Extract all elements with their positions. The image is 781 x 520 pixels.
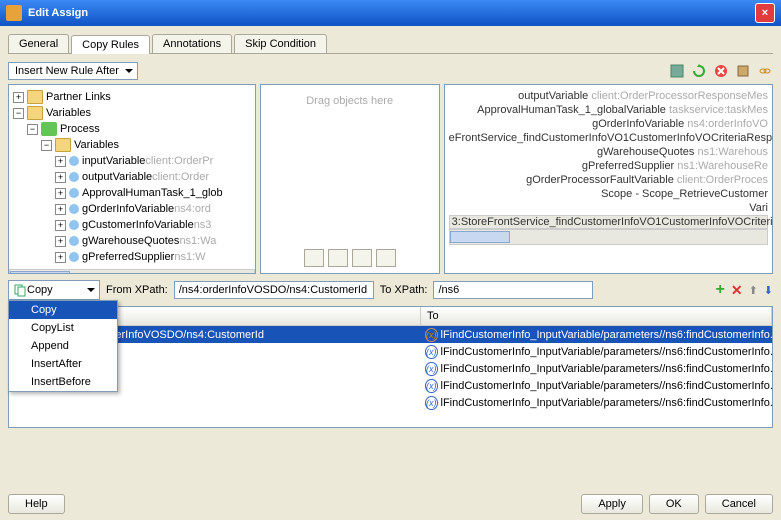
tree-item[interactable]: +gCustomerInfoVariable ns3 [13,217,251,233]
variable-icon [69,188,79,198]
props-icon[interactable] [735,63,751,79]
tree-item[interactable]: +ApprovalHumanTask_1_glob [13,185,251,201]
tab-general[interactable]: General [8,34,69,53]
collapse-icon[interactable]: − [27,124,38,135]
folder-icon [55,138,71,152]
tree-item-selected[interactable]: 3:StoreFrontService_findCustomerInfoVO1C… [449,215,768,229]
hscrollbar[interactable] [449,229,768,245]
source-tree-pane: +Partner Links −Variables −Process −Vari… [8,84,256,274]
link-icon[interactable] [757,63,773,79]
tree-item[interactable]: Vari [449,201,768,215]
tree-item[interactable]: gOrderProcessorFaultVariable client:Orde… [449,173,768,187]
insert-rule-dropdown[interactable]: Insert New Rule After [8,62,138,80]
grid-row[interactable]: (x)lFindCustomerInfo_InputVariable/param… [9,377,772,394]
add-icon[interactable]: + [715,281,724,299]
variable-icon [69,156,79,166]
rules-grid: From To (x)Variable///ns4:orderInfoVOSDO… [8,306,773,428]
expand-icon[interactable]: + [55,172,66,183]
menu-item-insertbefore[interactable]: InsertBefore [9,373,117,391]
expand-icon[interactable]: + [13,92,24,103]
remove-icon[interactable]: ✕ [731,282,743,299]
tree-item[interactable]: +gWarehouseQuotes ns1:Wa [13,233,251,249]
tree-item[interactable]: ApprovalHumanTask_1_globalVariable tasks… [449,103,768,117]
variable-icon [69,172,79,182]
tree-item[interactable]: gOrderInfoVariable ns4:orderInfoVO [449,117,768,131]
collapse-icon[interactable]: − [13,108,24,119]
cancel-button[interactable]: Cancel [705,494,773,514]
from-xpath-input[interactable] [174,281,374,299]
target-tree-pane: outputVariable client:OrderProcessorResp… [444,84,773,274]
variable-icon [69,236,79,246]
move-down-icon[interactable]: ⬇ [764,284,773,297]
expand-icon[interactable]: + [55,236,66,247]
rule-toolbar: Insert New Rule After [8,58,773,84]
collapse-icon[interactable]: − [41,140,52,151]
tree-item[interactable]: +gOrderInfoVariable ns4:ord [13,201,251,217]
tab-annotations[interactable]: Annotations [152,34,232,53]
tree-item[interactable]: gPreferredSupplier ns1:WarehouseRe [449,159,768,173]
variable-icon [69,252,79,262]
drop-hint: Drag objects here [306,95,393,107]
menu-item-insertafter[interactable]: InsertAfter [9,355,117,373]
app-icon [6,5,22,21]
grid-row[interactable]: (x)lFindCustomerInfo_InputVariable/param… [9,343,772,360]
drop-pane[interactable]: Drag objects here [260,84,440,274]
operation-dropdown[interactable]: Copy [8,280,100,300]
grid-row[interactable]: (x)lFindCustomerInfo_InputVariable/param… [9,394,772,411]
tree-item[interactable]: +gPreferredSupplier ns1:W [13,249,251,265]
process-icon [41,122,57,136]
expand-icon[interactable]: + [55,188,66,199]
tab-skip-condition[interactable]: Skip Condition [234,34,327,53]
op-icon-2[interactable] [328,249,348,267]
close-icon[interactable]: × [755,3,775,23]
menu-item-copy[interactable]: Copy [9,301,117,319]
operation-menu: Copy CopyList Append InsertAfter InsertB… [8,300,118,392]
op-icon-1[interactable] [304,249,324,267]
calc-icon[interactable] [669,63,685,79]
delete-icon[interactable] [713,63,729,79]
op-icon-3[interactable] [352,249,372,267]
tab-copy-rules[interactable]: Copy Rules [71,35,150,54]
tree-item[interactable]: +outputVariable client:Order [13,169,251,185]
help-button[interactable]: Help [8,494,65,514]
tree-item[interactable]: eFrontService_findCustomerInfoVO1Custome… [449,131,768,145]
folder-icon [27,106,43,120]
tree-item[interactable]: outputVariable client:OrderProcessorResp… [449,89,768,103]
grid-row[interactable]: (x)lFindCustomerInfo_InputVariable/param… [9,360,772,377]
xpath-bar: Copy Copy CopyList Append InsertAfter In… [8,274,773,306]
tree-item[interactable]: gWarehouseQuotes ns1:Warehous [449,145,768,159]
apply-button[interactable]: Apply [581,494,643,514]
to-xpath-label: To XPath: [380,284,428,296]
tree-item[interactable]: Scope - Scope_RetrieveCustomer [449,187,768,201]
tree-item[interactable]: +inputVariable client:OrderPr [13,153,251,169]
ok-button[interactable]: OK [649,494,699,514]
col-to[interactable]: To [421,307,772,325]
variable-icon [69,204,79,214]
expand-icon[interactable]: + [55,252,66,263]
window-title: Edit Assign [28,7,88,19]
menu-item-append[interactable]: Append [9,337,117,355]
menu-item-copylist[interactable]: CopyList [9,319,117,337]
expand-icon[interactable]: + [55,220,66,231]
variable-icon [69,220,79,230]
tab-strip: General Copy Rules Annotations Skip Cond… [8,34,773,54]
folder-icon [27,90,43,104]
grid-row[interactable]: (x)Variable///ns4:orderInfoVOSDO/ns4:Cus… [9,326,772,343]
titlebar: Edit Assign × [0,0,781,26]
op-icon-4[interactable] [376,249,396,267]
expand-icon[interactable]: + [55,204,66,215]
move-up-icon[interactable]: ⬆ [749,284,758,297]
expand-icon[interactable]: + [55,156,66,167]
refresh-icon[interactable] [691,63,707,79]
to-xpath-input[interactable] [433,281,593,299]
hscrollbar[interactable] [9,269,255,274]
from-xpath-label: From XPath: [106,284,168,296]
copy-icon [13,283,27,297]
dialog-footer: Help Apply OK Cancel [8,494,773,514]
